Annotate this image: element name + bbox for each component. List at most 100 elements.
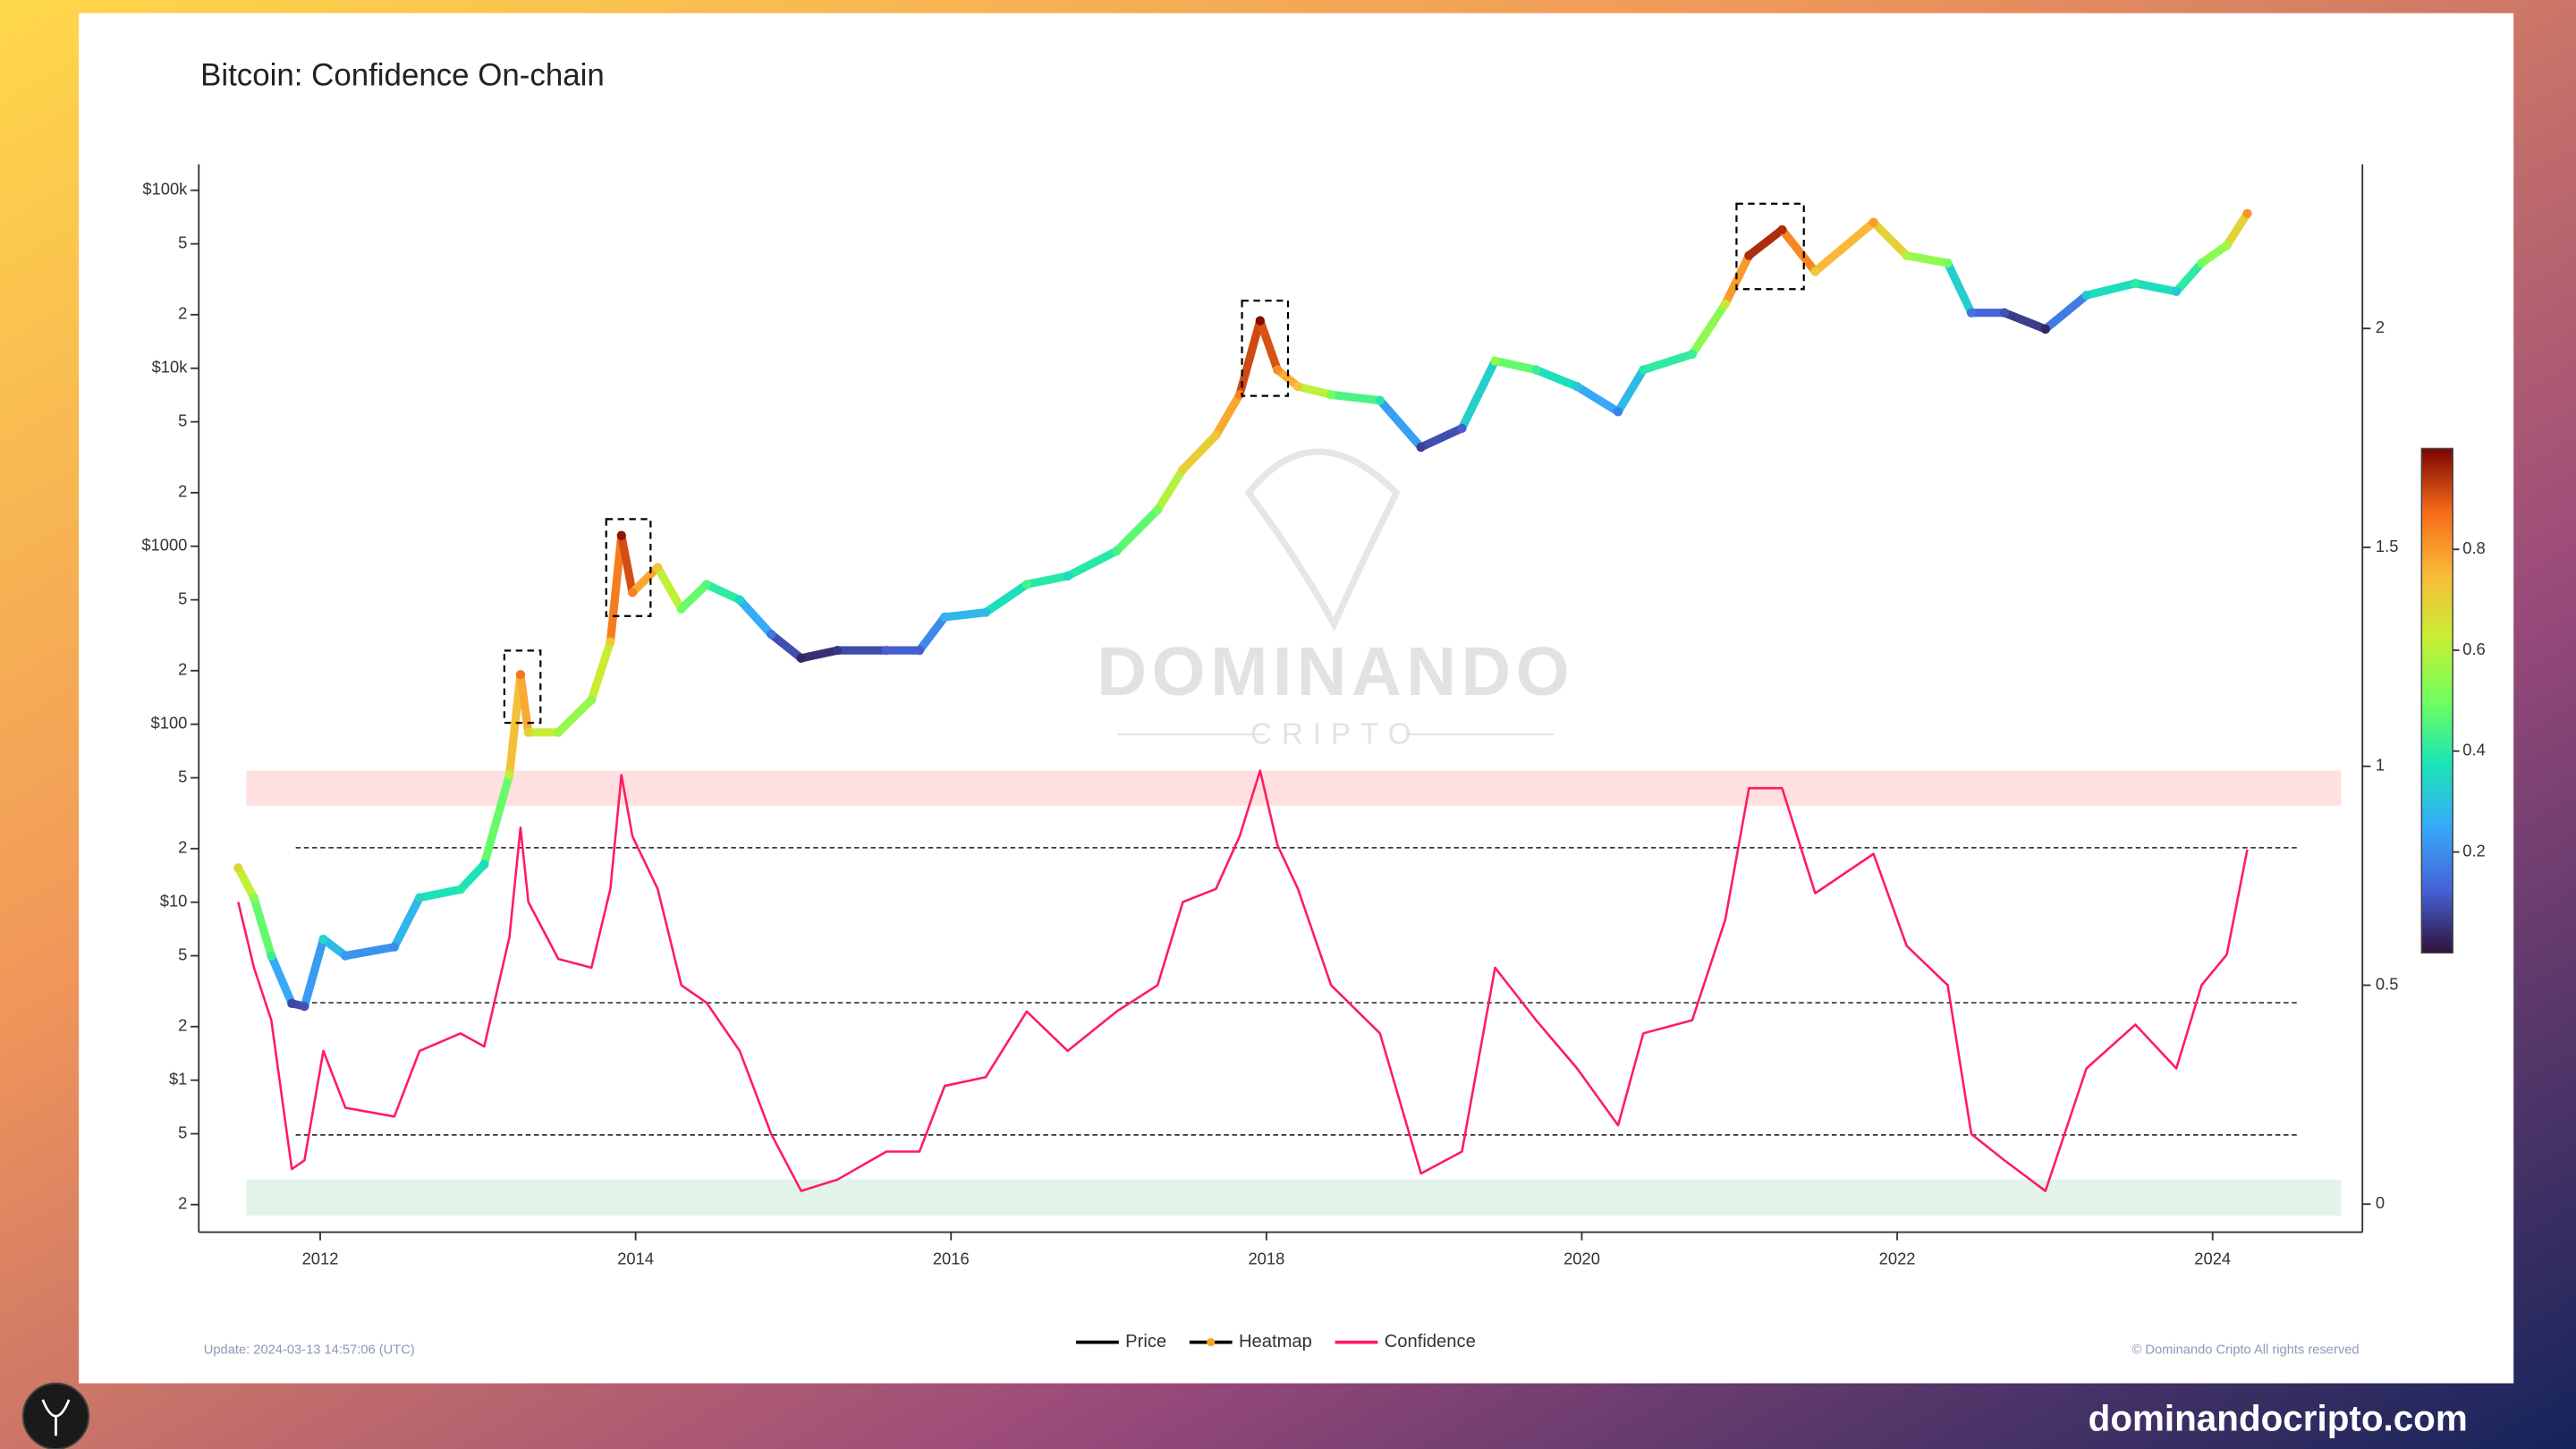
heatmap-point	[1063, 571, 1072, 581]
y-tick-label: 2	[178, 304, 187, 323]
peak-box	[605, 518, 652, 617]
heatmap-segment	[617, 531, 637, 597]
heatmap-segment	[1777, 225, 1820, 276]
heatmap-point	[1375, 395, 1385, 405]
heatmap-segment	[318, 935, 350, 961]
y-tick-label: $10k	[152, 358, 189, 377]
heatmap-point	[940, 612, 950, 623]
heatmap-point	[1255, 316, 1265, 326]
heatmap-segment	[1235, 316, 1265, 399]
heatmap-segment	[554, 695, 596, 737]
heatmap-segment	[1744, 225, 1786, 260]
heatmap-point	[1457, 423, 1467, 433]
heatmap-segment	[1417, 424, 1467, 452]
heatmap-segment	[2000, 309, 2050, 334]
heatmap-point	[1021, 580, 1032, 589]
heatmap-segment	[2082, 279, 2140, 300]
heatmap-segment	[1256, 316, 1282, 375]
heatmap-segment	[1688, 300, 1730, 359]
chart-title: Bitcoin: Confidence On-chain	[200, 58, 605, 93]
y-tick-label: $1	[169, 1069, 187, 1088]
heatmap-point	[1326, 390, 1336, 400]
heatmap-point	[1292, 381, 1303, 392]
legend-label: Confidence	[1385, 1332, 1476, 1352]
heatmap-point	[1777, 225, 1787, 235]
heatmap-segment	[1457, 356, 1500, 433]
heatmap-point	[734, 595, 745, 605]
heatmap-segment	[1572, 382, 1623, 416]
plot: 2 5 $1 2 5 $10 2 5 $100 2 5 $1000 2 5 $10k 2 5 $100k 0 0.5 1…	[141, 164, 2486, 1352]
band	[246, 770, 2342, 806]
y-tick-label: 5	[178, 945, 187, 963]
y2-tick-label: 2	[2376, 318, 2385, 336]
heatmap-point	[767, 630, 776, 640]
peak-box	[503, 649, 542, 724]
heatmap-segment	[341, 943, 399, 961]
heatmap-point	[1810, 267, 1820, 276]
heatmap-point	[2131, 278, 2140, 288]
heatmap-segment	[1639, 350, 1697, 375]
heatmap-segment	[1490, 356, 1540, 375]
y-tick-label: 5	[178, 1123, 187, 1141]
legend-label: Price	[1125, 1332, 1166, 1352]
heatmap-point	[701, 580, 712, 589]
heatmap-point	[341, 951, 351, 961]
heatmap-point	[1613, 407, 1623, 417]
heatmap-segment	[250, 894, 275, 961]
heatmap-point	[1943, 258, 1953, 268]
heatmap-point	[1211, 430, 1221, 440]
heatmap-point	[1234, 390, 1245, 400]
heatmap-point	[1720, 299, 1731, 309]
heatmap-point	[1639, 365, 1648, 375]
heatmap-point	[1999, 308, 2010, 318]
heatmap-segment	[767, 630, 806, 663]
heatmap-point	[1153, 504, 1163, 515]
y-tick-label: $10	[160, 892, 188, 911]
heatmap-point	[914, 645, 925, 656]
y-tick-label: 5	[178, 767, 187, 785]
footer-site[interactable]: dominandocripto.com	[2089, 1397, 2468, 1438]
heatmap-segment	[628, 563, 662, 597]
heatmap-point	[1744, 250, 1754, 260]
watermark-text: DOMINANDO	[1097, 633, 1574, 710]
watermark-logo	[1244, 448, 1401, 632]
heatmap-segment	[2223, 209, 2252, 250]
y-tick-label: 2	[178, 660, 187, 679]
heatmap-point	[267, 951, 276, 961]
heatmap-point	[1687, 349, 1698, 360]
colorbar-tick-label: 0.8	[2462, 538, 2486, 557]
heatmap-point	[1868, 217, 1878, 227]
heatmap-segment	[1293, 382, 1335, 399]
heatmap-point	[1416, 442, 1426, 453]
heatmap-point	[2081, 291, 2091, 301]
heatmap-point	[249, 893, 259, 902]
heatmap-segment	[516, 670, 533, 737]
heatmap-point	[504, 770, 514, 780]
series-line	[237, 769, 2249, 1192]
heatmap-segment	[456, 860, 488, 894]
heatmap-point	[833, 645, 843, 656]
heatmap-segment	[1063, 547, 1121, 580]
heatmap-segment	[390, 894, 424, 952]
y-tick-label: $1000	[141, 536, 187, 555]
heatmap-segment	[1326, 390, 1385, 405]
heatmap-point	[796, 653, 806, 663]
heatmap-segment	[415, 885, 465, 902]
watermark: DOMINANDO CRIPTO	[1097, 448, 1574, 751]
heatmap-segment	[1376, 396, 1426, 452]
heatmap-segment	[587, 638, 615, 705]
heatmap-segment	[702, 580, 744, 605]
heatmap-point	[287, 998, 297, 1008]
heatmap-point	[554, 727, 564, 737]
y-tick-label: 2	[178, 1016, 187, 1035]
heatmap-point	[389, 942, 400, 952]
x-tick-label: 2018	[1248, 1250, 1284, 1268]
y-tick-label: 2	[178, 482, 187, 501]
heatmap-point	[1112, 546, 1122, 556]
footer-logo-mark	[41, 1399, 71, 1436]
heatmap-segment	[1810, 218, 1878, 276]
x-tick-label: 2014	[617, 1250, 654, 1268]
heatmap-segment	[1721, 251, 1753, 309]
heatmap-point	[2222, 241, 2232, 250]
